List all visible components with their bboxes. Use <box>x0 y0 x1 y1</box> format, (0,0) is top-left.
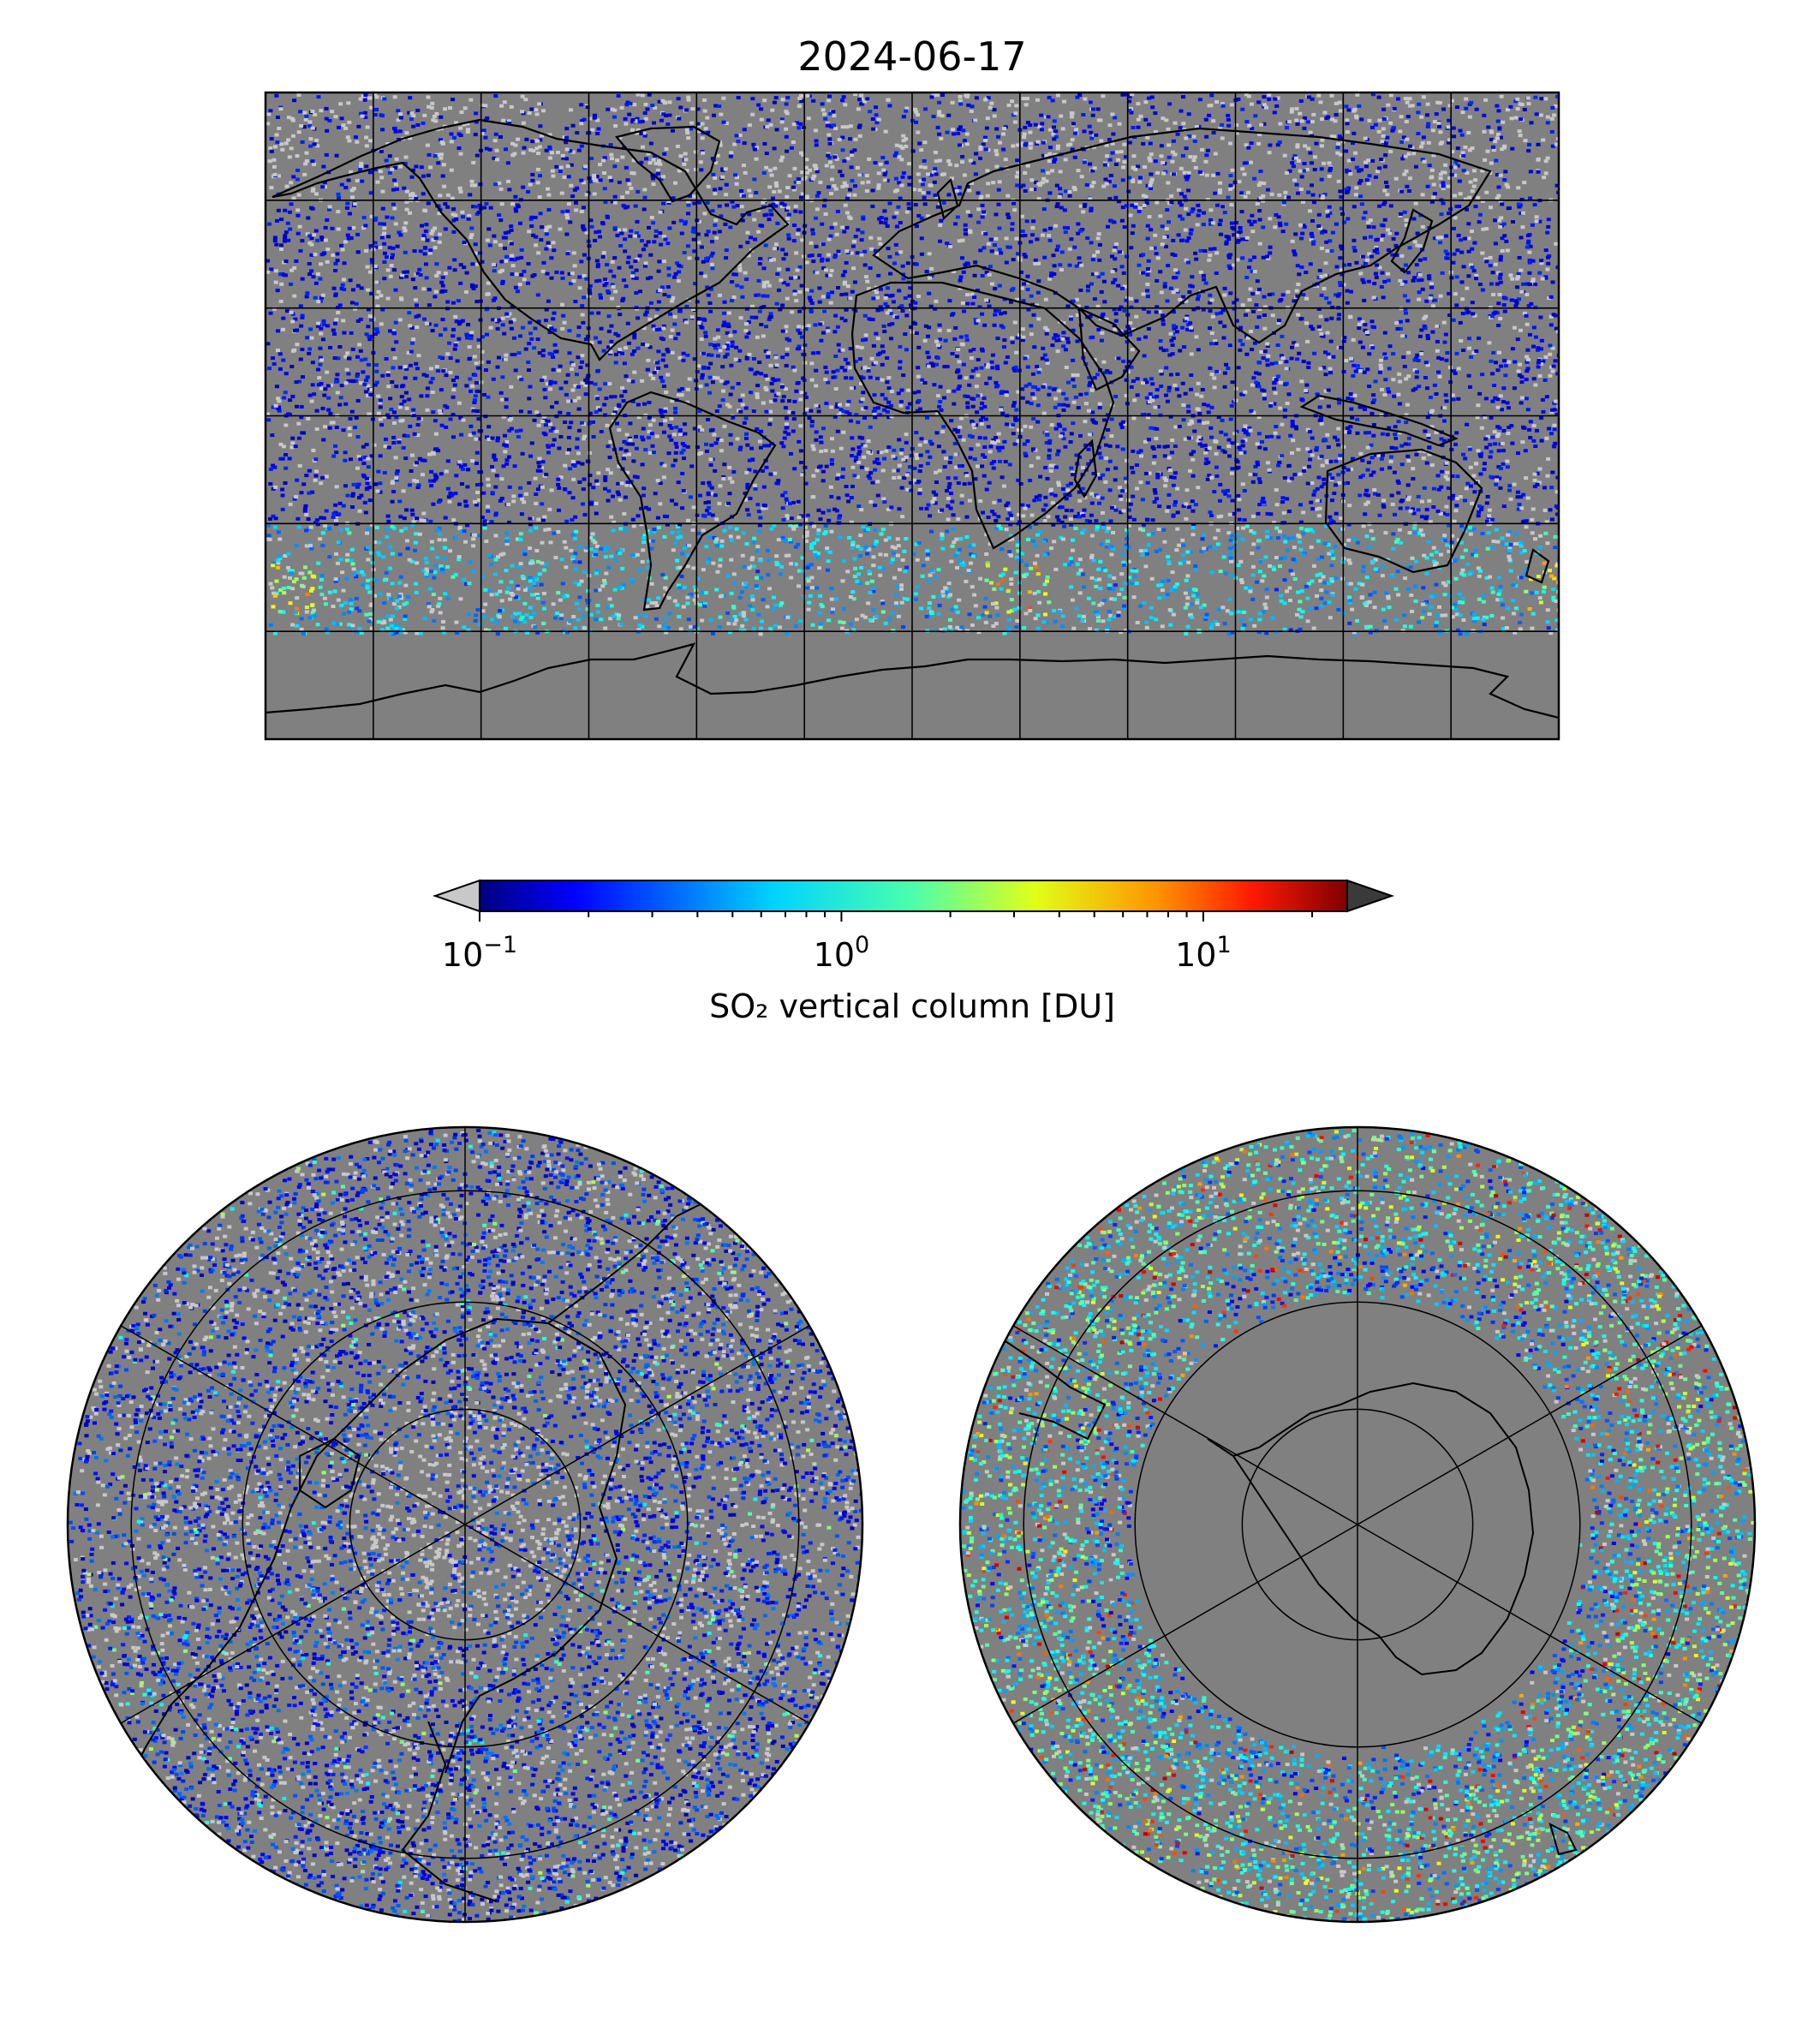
coast-siberia <box>547 1198 712 1324</box>
colorbar-gradient <box>480 880 1347 911</box>
colorbar-frame <box>479 880 1348 912</box>
global-map <box>264 91 1560 741</box>
north-polar-frame <box>66 1125 864 1924</box>
coast-arabia <box>1077 307 1141 391</box>
coast-south-america <box>608 391 777 612</box>
colorbar-extend-min <box>432 879 480 913</box>
south-coastlines <box>997 1335 1578 1856</box>
coast-arctic-eurasia <box>359 1317 627 1774</box>
coastlines <box>266 118 1559 719</box>
graticule <box>266 92 1559 739</box>
south-polar-map <box>958 1125 1757 1924</box>
meridian-line <box>1012 1325 1358 1525</box>
colorbar-extend-max <box>1346 879 1395 913</box>
chart-title: 2024-06-17 <box>797 33 1026 80</box>
north-so2-pixels <box>68 1129 862 1922</box>
meridian-line <box>464 1325 810 1525</box>
meridian-line <box>1357 1325 1703 1525</box>
coast-uk <box>936 177 959 221</box>
colorbar-tick-label: 10−1 <box>442 932 517 974</box>
north-coastlines <box>128 1198 712 1902</box>
colorbar-label: SO₂ vertical column [DU] <box>709 988 1115 1025</box>
meridian-line <box>1357 1524 1703 1724</box>
meridian-line <box>464 1524 810 1724</box>
coast-africa <box>850 281 1115 550</box>
coast-madagascar <box>1073 439 1098 499</box>
coast-new-zealand-s <box>1548 1823 1578 1856</box>
coast-arctic-america <box>128 1412 361 1782</box>
north-graticule <box>120 1127 810 1922</box>
coast-eurasia <box>872 127 1492 344</box>
south-polar-frame <box>958 1125 1757 1924</box>
coast-antarctic-peninsula <box>1232 1429 1286 1457</box>
colorbar-tick-labels: 10−1 100 101 <box>442 932 1232 974</box>
coast-greenland <box>615 125 721 203</box>
coast-indonesia <box>1299 394 1459 447</box>
coast-japan <box>1390 208 1434 274</box>
meridian-line <box>120 1325 466 1525</box>
colorbar-tick-label: 100 <box>814 932 870 974</box>
coast-antarctica-s <box>1207 1381 1535 1676</box>
coast-greenland-n <box>299 1437 361 1509</box>
coast-south-america-tip <box>997 1335 1107 1441</box>
coast-north-america <box>272 118 790 361</box>
north-polar-map <box>66 1125 864 1924</box>
meridian-line <box>120 1524 466 1724</box>
colorbar: 10−1 100 101 SO₂ vertical column [DU] <box>432 879 1395 1025</box>
meridian-line <box>1012 1524 1358 1724</box>
coast-europe-n <box>401 1721 498 1902</box>
coast-australia <box>1324 448 1483 574</box>
colorbar-tick-label: 101 <box>1175 932 1232 974</box>
south-graticule <box>1012 1127 1703 1922</box>
colorbar-ticks <box>479 911 1314 922</box>
coast-new-zealand <box>1525 548 1550 584</box>
coast-antarctica <box>266 642 1559 719</box>
map-frame <box>264 91 1560 741</box>
south-so2-pixels <box>961 1129 1755 1922</box>
